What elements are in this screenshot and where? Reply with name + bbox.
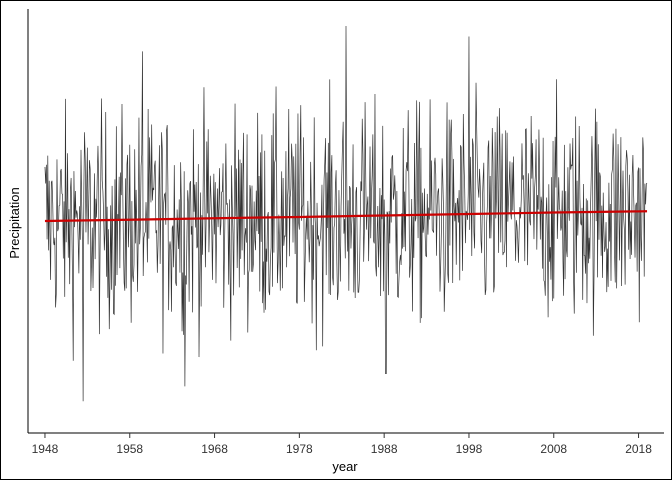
y-axis-title: Precipitation: [7, 187, 22, 259]
x-tick-label: 1988: [371, 442, 398, 456]
x-tick-label: 1958: [116, 442, 143, 456]
trend-line: [44, 210, 648, 223]
x-tick-label: 1998: [456, 442, 483, 456]
x-tick-label: 1978: [286, 442, 313, 456]
x-tick-label: 2008: [540, 442, 567, 456]
x-tick-label: 1968: [201, 442, 228, 456]
x-tick-label: 2018: [625, 442, 652, 456]
precipitation-series-line: [44, 25, 648, 402]
x-tick-label: 1948: [32, 442, 59, 456]
x-axis-title: year: [332, 459, 358, 474]
